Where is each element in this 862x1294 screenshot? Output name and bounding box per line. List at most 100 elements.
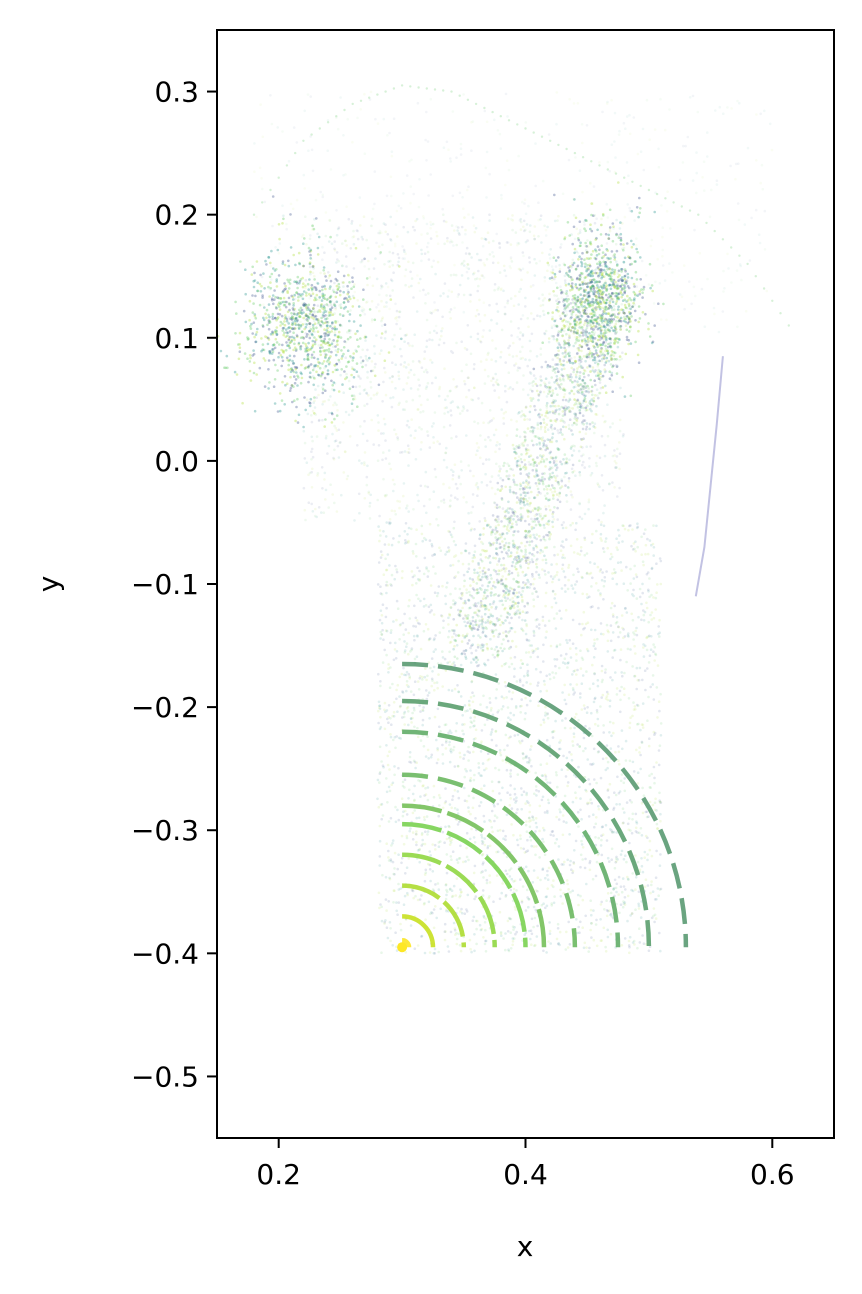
scatter-point <box>333 303 336 307</box>
scatter-point <box>515 799 518 803</box>
scatter-point <box>595 343 599 347</box>
scatter-point <box>559 428 563 431</box>
scatter-point <box>316 357 320 361</box>
scatter-point <box>593 278 596 282</box>
scatter-point <box>487 608 491 612</box>
scatter-point <box>459 894 462 897</box>
scatter-point <box>326 372 329 376</box>
scatter-point <box>503 748 506 752</box>
scatter-point <box>586 404 589 408</box>
scatter-point <box>269 332 273 336</box>
scatter-point <box>548 460 552 464</box>
scatter-point <box>541 341 544 345</box>
scatter-point <box>621 375 624 379</box>
scatter-point <box>639 753 642 757</box>
scatter-point <box>604 305 607 309</box>
scatter-point <box>630 315 633 318</box>
scatter-point <box>592 278 595 281</box>
scatter-point <box>339 324 342 327</box>
scatter-point <box>365 277 369 280</box>
scatter-point <box>445 586 448 589</box>
scatter-point <box>528 543 531 547</box>
scatter-point <box>513 787 516 791</box>
scatter-point <box>535 794 538 797</box>
scatter-point <box>373 318 377 322</box>
scatter-point <box>536 551 539 554</box>
scatter-point <box>599 593 602 597</box>
scatter-point <box>635 597 639 600</box>
scatter-point <box>479 601 483 605</box>
scatter-point <box>525 451 529 455</box>
scatter-point <box>572 310 575 314</box>
scatter-point <box>543 853 547 857</box>
scatter-point <box>635 633 639 637</box>
scatter-point <box>468 626 472 629</box>
scatter-point <box>463 723 466 726</box>
scatter-point <box>261 343 265 346</box>
scatter-point <box>452 921 456 925</box>
scatter-point <box>571 889 574 893</box>
scatter-point <box>362 288 365 292</box>
scatter-point <box>591 304 594 308</box>
scatter-point <box>481 762 485 765</box>
scatter-point <box>614 325 617 328</box>
scatter-point <box>330 421 334 424</box>
scatter-point <box>327 362 331 366</box>
scatter-point <box>277 305 281 308</box>
scatter-point <box>382 573 386 576</box>
scatter-point <box>524 865 528 869</box>
scatter-point <box>342 290 346 294</box>
scatter-point <box>653 801 657 805</box>
scatter-point <box>584 622 588 626</box>
scatter-point <box>308 322 311 325</box>
scatter-point <box>511 560 515 564</box>
scatter-point <box>268 352 272 355</box>
scatter-point <box>281 327 285 330</box>
scatter-point <box>277 223 281 226</box>
scatter-point <box>312 356 316 360</box>
scatter-point <box>323 293 326 297</box>
scatter-point <box>655 562 658 565</box>
scatter-point <box>302 303 305 307</box>
scatter-point <box>585 670 588 673</box>
scatter-point <box>579 797 582 800</box>
scatter-point <box>517 444 521 447</box>
scatter-point <box>543 624 547 627</box>
scatter-point <box>311 313 315 317</box>
scatter-point <box>601 275 604 278</box>
scatter-point <box>658 635 661 638</box>
scatter-point <box>391 842 394 845</box>
scatter-point <box>622 582 626 585</box>
scatter-point <box>647 588 650 592</box>
scatter-point <box>615 855 618 859</box>
scatter-point <box>603 262 607 266</box>
scatter-point <box>634 888 637 891</box>
scatter-point <box>514 602 518 605</box>
scatter-point <box>596 284 599 287</box>
scatter-point <box>568 375 571 379</box>
scatter-point <box>283 300 287 304</box>
scatter-point <box>479 644 482 647</box>
scatter-point <box>282 217 285 221</box>
scatter-point <box>317 360 320 364</box>
scatter-point <box>280 301 283 304</box>
scatter-point <box>569 302 573 305</box>
scatter-point <box>295 319 299 323</box>
scatter-point <box>312 376 316 380</box>
scatter-point <box>490 809 494 813</box>
scatter-point <box>623 395 627 398</box>
scatter-point <box>292 385 295 389</box>
scatter-point <box>328 313 332 317</box>
scatter-point <box>537 436 540 440</box>
scatter-point <box>380 760 383 763</box>
scatter-point <box>626 276 630 279</box>
scatter-point <box>613 342 616 346</box>
scatter-point <box>524 529 527 533</box>
scatter-point <box>497 581 501 584</box>
scatter-point <box>500 642 504 646</box>
scatter-point <box>421 718 425 722</box>
scatter-point <box>527 651 531 654</box>
scatter-point <box>474 656 478 660</box>
scatter-point <box>588 407 592 411</box>
scatter-point <box>307 380 310 384</box>
